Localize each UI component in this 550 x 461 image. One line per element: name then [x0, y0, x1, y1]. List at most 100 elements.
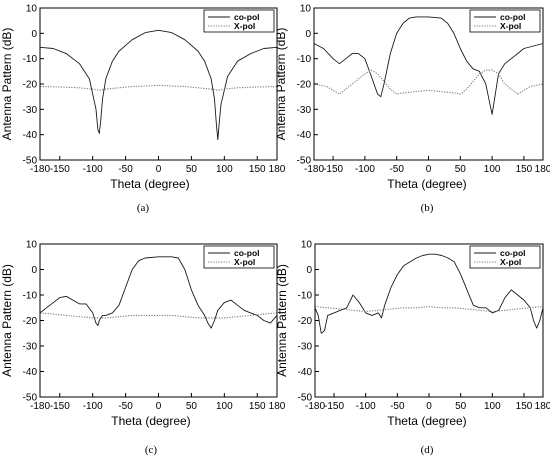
y-tick-label: -10	[297, 54, 312, 65]
y-tick-label: -30	[298, 342, 313, 353]
x-axis-label: Theta (degree)	[387, 414, 466, 428]
y-tick-label: 0	[306, 265, 312, 276]
x-tick-label: -150	[50, 164, 70, 175]
x-tick-label: -100	[83, 401, 103, 412]
chart-panel-4: -180-150 -100 -50 0 50 100 150 180100-10-20-30-…	[275, 240, 550, 457]
y-tick-label: 0	[305, 29, 311, 40]
y-tick-label: 10	[26, 4, 38, 15]
y-tick-label: -30	[23, 105, 38, 116]
x-tick-label: 150	[516, 164, 533, 175]
x-tick-label: -50	[118, 401, 133, 412]
y-tick-label: -30	[297, 105, 312, 116]
series-group	[39, 29, 278, 141]
x-tick-label: 0	[156, 164, 162, 175]
y-tick-label: -20	[23, 316, 38, 327]
x-tick-label: 100	[484, 401, 501, 412]
x-axis-label: Theta (degree)	[110, 177, 189, 191]
y-tick-label: 10	[301, 240, 313, 251]
x-tick-label: 50	[455, 164, 467, 175]
x-tick-label: -180	[30, 164, 50, 175]
x-tick-label: 150	[249, 164, 266, 175]
series-line-x-pol	[39, 84, 278, 91]
x-tick-label: -180	[305, 401, 325, 412]
x-tick-label: -100	[355, 164, 375, 175]
y-tick-label: 0	[31, 265, 37, 276]
legend-label: X-pol	[500, 257, 521, 267]
y-tick-label: -10	[23, 291, 38, 302]
y-axis-label: Antenna Pattern (dB)	[274, 28, 288, 141]
x-tick-label: -100	[356, 401, 376, 412]
series-line-x-pol	[313, 69, 544, 95]
chart-panel-3: -180 -150 -100 -50 0 50 100 150 180100-10-20-30-…	[0, 240, 286, 457]
legend-label: co-pol	[500, 12, 526, 22]
chart-panel-1: -180 -150 -100 -50 0 50 100 150 180100-10-20-30-…	[0, 4, 286, 215]
y-tick-label: -40	[297, 130, 312, 141]
panel-caption: (c)	[145, 444, 158, 456]
legend-label: co-pol	[234, 248, 260, 258]
series-line-x-pol	[39, 312, 278, 319]
y-tick-label: -20	[298, 316, 313, 327]
x-tick-label: -50	[389, 164, 404, 175]
x-tick-label: 50	[186, 401, 198, 412]
x-tick-label: -180	[304, 164, 324, 175]
legend-label: X-pol	[234, 21, 255, 31]
chart-panel-2: -180 -150 -100 -50 0 50 100 150 180100-10-20-30-…	[274, 4, 550, 215]
x-axis-label: Theta (degree)	[111, 414, 190, 428]
legend-label: X-pol	[500, 21, 521, 31]
x-tick-label: -50	[118, 164, 133, 175]
y-tick-label: -20	[297, 80, 312, 91]
y-tick-label: 0	[31, 29, 37, 40]
y-tick-label: -40	[23, 367, 38, 378]
x-tick-label: -180	[30, 401, 50, 412]
y-tick-label: -20	[23, 80, 38, 91]
y-tick-label: 10	[300, 4, 312, 15]
series-line-co-pol	[39, 256, 278, 329]
x-tick-label: 50	[186, 164, 198, 175]
legend-label: X-pol	[234, 257, 255, 267]
y-axis-label: Antenna Pattern (dB)	[0, 264, 14, 377]
y-tick-label: 10	[26, 240, 38, 251]
x-tick-label: 100	[216, 401, 233, 412]
y-tick-label: -50	[23, 156, 38, 167]
x-tick-label: 100	[216, 164, 233, 175]
x-tick-label: -150	[323, 164, 343, 175]
y-tick-label: -10	[23, 54, 38, 65]
y-tick-label: -30	[23, 342, 38, 353]
x-tick-label: 150	[516, 401, 533, 412]
y-tick-label: -40	[298, 367, 313, 378]
y-tick-label: -50	[297, 156, 312, 167]
series-group	[314, 253, 544, 334]
x-tick-label: -150	[324, 401, 344, 412]
x-tick-label: 150	[249, 401, 266, 412]
y-tick-label: -50	[298, 393, 313, 404]
x-tick-label: 0	[426, 164, 432, 175]
x-tick-label: 50	[455, 401, 467, 412]
series-line-co-pol	[314, 253, 544, 334]
y-tick-label: -10	[298, 291, 313, 302]
x-tick-label: -150	[50, 401, 70, 412]
x-tick-label: 180	[535, 164, 550, 175]
x-tick-label: 100	[484, 164, 501, 175]
series-line-co-pol	[313, 16, 544, 115]
panel-caption: (d)	[421, 444, 434, 456]
series-line-x-pol	[314, 305, 544, 313]
x-tick-label: 180	[269, 401, 286, 412]
x-tick-label: 0	[426, 401, 432, 412]
legend-label: co-pol	[234, 12, 260, 22]
y-axis-label: Antenna Pattern (dB)	[275, 264, 289, 377]
y-tick-label: -40	[23, 130, 38, 141]
x-tick-label: 0	[156, 401, 162, 412]
x-axis-label: Theta (degree)	[387, 177, 466, 191]
y-tick-label: -50	[23, 393, 38, 404]
panel-caption: (b)	[421, 202, 434, 214]
series-group	[39, 256, 278, 329]
series-group	[313, 16, 544, 115]
panel-caption: (a)	[137, 202, 150, 214]
x-tick-label: -50	[390, 401, 405, 412]
y-axis-label: Antenna Pattern (dB)	[0, 28, 14, 141]
